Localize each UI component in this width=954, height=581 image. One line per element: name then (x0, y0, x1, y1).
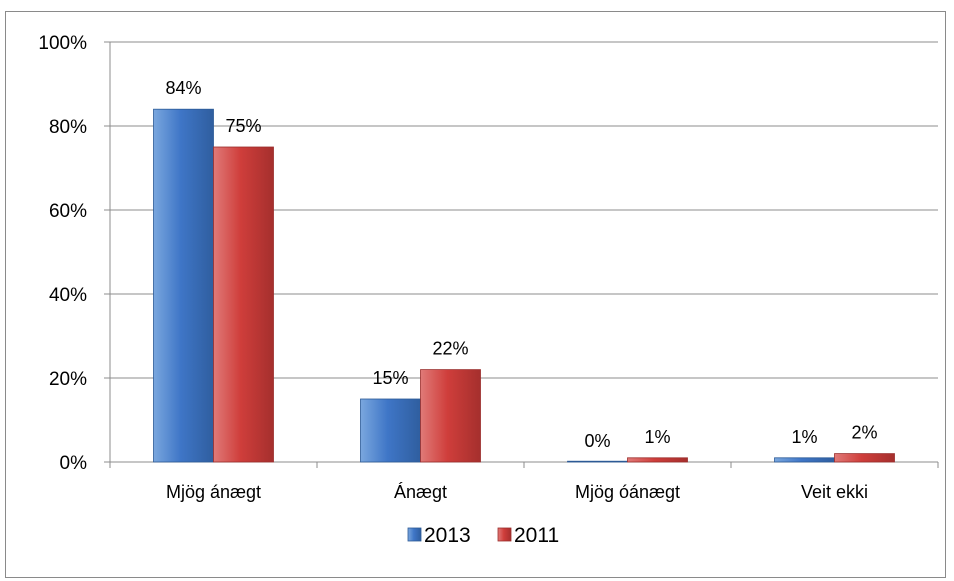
bars (153, 108, 895, 463)
legend: 2013 2011 (407, 524, 559, 547)
y-tick-label: 60% (49, 201, 87, 222)
y-tick-label: 20% (49, 369, 87, 390)
bar-2011-1 (420, 369, 481, 463)
data-label: 2% (851, 423, 877, 443)
y-tick-label: 80% (49, 117, 87, 138)
category-label: Mjög óánægt (575, 482, 680, 502)
legend-swatch-2011 (497, 527, 512, 542)
bar-2011-2 (627, 457, 688, 463)
bar-2013-2 (567, 460, 628, 463)
bar-2011-3 (834, 453, 895, 463)
y-tick-label: 100% (38, 33, 87, 54)
data-label: 75% (225, 116, 261, 136)
bar-2013-0 (153, 108, 214, 463)
bar-2013-1 (360, 398, 421, 463)
category-label: Ánægt (394, 482, 447, 502)
category-label: Veit ekki (801, 482, 868, 502)
data-label: 84% (165, 78, 201, 98)
data-label: 22% (432, 339, 468, 359)
y-tick-label: 0% (60, 453, 88, 474)
data-label: 1% (644, 427, 670, 447)
legend-swatch-2013 (407, 527, 422, 542)
data-label: 0% (584, 431, 610, 451)
y-tick-label: 40% (49, 285, 87, 306)
legend-label-2011: 2011 (514, 524, 559, 547)
legend-label-2013: 2013 (424, 524, 471, 547)
labels: 0% 20% 40% 60% 80% 100% 84% 75% Mjög ánægt 15% 22%… (38, 33, 877, 502)
bar-2013-3 (774, 457, 835, 463)
bar-2011-0 (213, 146, 274, 463)
category-label: Mjög ánægt (166, 482, 261, 502)
data-label: 1% (791, 427, 817, 447)
data-label: 15% (372, 368, 408, 388)
